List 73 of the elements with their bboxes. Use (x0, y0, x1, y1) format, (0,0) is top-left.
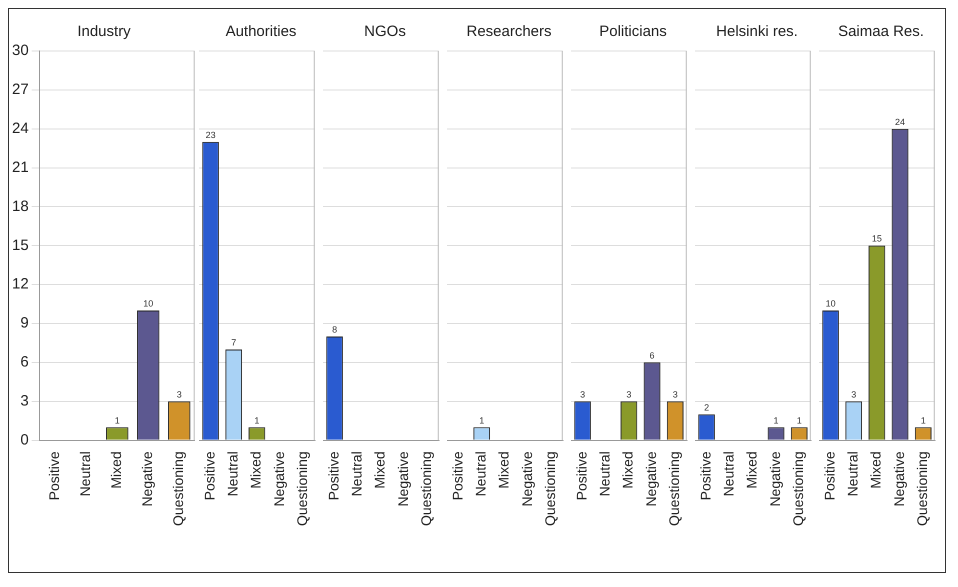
x-tick-label: Neutral (472, 451, 489, 496)
y-tick-label: 21 (12, 158, 29, 176)
data-label: 1 (796, 415, 802, 426)
data-label: 6 (650, 350, 655, 360)
data-label: 1 (114, 415, 120, 426)
x-tick-label: Questioning (790, 451, 806, 526)
y-tick-label: 0 (20, 431, 29, 448)
data-label: 3 (672, 389, 678, 400)
data-label: 3 (626, 389, 632, 400)
chart-title: NGOs (364, 23, 406, 40)
x-tick-label: Neutral (77, 451, 94, 496)
x-tick-label: Positive (201, 451, 218, 500)
x-tick-label: Questioning (170, 451, 186, 526)
y-tick-label: 24 (12, 120, 29, 137)
y-tick-label: 6 (20, 354, 29, 371)
x-tick-label: Questioning (666, 451, 682, 526)
x-tick-label: Negative (139, 451, 156, 507)
chart-title: Saimaa Res. (838, 23, 924, 40)
x-tick-label: Mixed (248, 451, 264, 489)
chart-title: Researchers (466, 23, 552, 40)
x-tick-label: Mixed (744, 451, 760, 489)
x-tick-label: Negative (766, 451, 783, 507)
data-label: 8 (332, 324, 338, 334)
x-tick-label: Mixed (620, 451, 636, 489)
x-tick-label: Negative (890, 451, 907, 507)
data-label: 23 (206, 130, 216, 140)
x-tick-label: Negative (270, 451, 287, 507)
x-tick-label: Positive (821, 451, 838, 500)
x-tick-label: Questioning (914, 451, 930, 526)
x-tick-label: Neutral (596, 451, 613, 496)
x-tick-label: Mixed (372, 451, 388, 489)
data-label: 24 (895, 116, 906, 127)
data-label: 15 (872, 234, 882, 244)
x-tick-label: Positive (449, 451, 466, 500)
x-tick-label: Negative (394, 451, 411, 507)
data-label: 1 (254, 415, 260, 426)
data-label: 3 (851, 389, 856, 400)
x-tick-label: Neutral (348, 451, 365, 496)
data-label: 1 (920, 415, 926, 426)
y-tick-label: 27 (12, 81, 29, 98)
chart-title: Authorities (226, 23, 296, 40)
data-label: 10 (826, 298, 836, 309)
x-tick-label: Positive (697, 451, 714, 500)
x-tick-label: Mixed (868, 451, 884, 489)
y-tick-label: 12 (12, 276, 29, 293)
y-tick-label: 18 (12, 198, 29, 215)
y-tick-label: 3 (20, 392, 29, 410)
x-tick-label: Neutral (224, 451, 241, 496)
x-tick-label: Negative (642, 451, 659, 507)
chart-title: Industry (77, 23, 132, 40)
y-tick-label: 15 (12, 236, 29, 254)
x-tick-label: Questioning (418, 451, 434, 526)
y-tick-label: 30 (12, 42, 29, 60)
data-label: 1 (774, 415, 779, 426)
x-tick-label: Positive (573, 451, 590, 500)
x-tick-label: Questioning (542, 451, 558, 526)
chart-title: Politicians (599, 23, 667, 40)
x-tick-label: Neutral (844, 451, 861, 496)
data-label: 10 (143, 298, 154, 309)
data-label: 7 (231, 337, 236, 348)
data-label: 1 (479, 415, 484, 426)
x-tick-label: Mixed (108, 451, 124, 489)
data-label: 2 (704, 402, 710, 412)
x-tick-label: Questioning (294, 451, 310, 526)
data-label: 3 (580, 389, 586, 400)
x-tick-label: Negative (518, 451, 535, 507)
data-label: 3 (176, 389, 182, 400)
x-tick-label: Positive (46, 451, 62, 500)
chart-title: Helsinki res. (716, 23, 798, 40)
x-tick-label: Mixed (496, 451, 512, 489)
x-tick-label: Neutral (720, 451, 737, 496)
y-tick-label: 9 (20, 314, 29, 332)
x-tick-label: Positive (325, 451, 342, 500)
